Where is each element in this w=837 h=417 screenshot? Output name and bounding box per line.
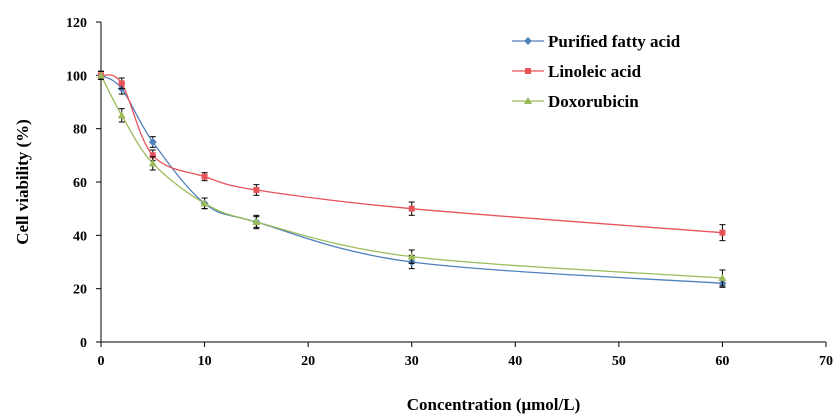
data-point [97, 71, 105, 79]
data-point [148, 138, 157, 146]
y-axis-title: Cell viability (%) [13, 119, 32, 245]
axes: 0 20 40 60 80 100 120 0 10 20 30 40 50 60 70 [66, 16, 833, 369]
y-tick-label: 120 [66, 16, 87, 31]
data-point [201, 173, 208, 180]
legend-swatch-marker [525, 68, 531, 74]
x-tick-label: 40 [508, 354, 522, 369]
y-tick-label: 100 [66, 69, 87, 84]
data-point [149, 152, 156, 159]
data-point [718, 274, 727, 281]
data-point [407, 252, 416, 260]
legend: Purified fatty acid Linoleic acid Doxorubi… [512, 32, 681, 111]
x-tick-label: 50 [612, 354, 626, 369]
legend-label: Doxorubicin [548, 92, 639, 111]
data-point [408, 205, 415, 212]
legend-label: Purified fatty acid [548, 32, 681, 51]
x-tick-label: 60 [715, 354, 729, 369]
data-point [253, 187, 260, 193]
legend-swatch-marker [524, 37, 532, 45]
y-tick-label: 80 [73, 123, 87, 138]
x-axis-title: Concentration (μmol/L) [407, 395, 580, 414]
legend-item: Purified fatty acid [512, 32, 681, 51]
x-tick-label: 0 [98, 354, 105, 369]
data-point [117, 111, 126, 119]
y-tick-label: 60 [73, 176, 87, 191]
data-point [148, 159, 157, 167]
data-point [118, 80, 125, 87]
y-tick-label: 40 [73, 229, 87, 244]
legend-swatch-marker [524, 97, 532, 104]
legend-item: Doxorubicin [512, 92, 639, 111]
y-tick-label: 20 [73, 283, 87, 298]
x-tick-label: 70 [819, 354, 833, 369]
y-tick-label: 0 [80, 336, 87, 351]
legend-label: Linoleic acid [548, 62, 642, 81]
series-line [100, 74, 723, 234]
data-point [252, 218, 261, 225]
x-tick-label: 30 [405, 354, 419, 369]
series-linoleic-acid [98, 70, 726, 242]
series-doxorubicin [97, 70, 727, 287]
series-line [100, 75, 723, 279]
data-point [200, 199, 209, 207]
data-point [719, 229, 726, 236]
legend-item: Linoleic acid [512, 62, 642, 81]
series-group [97, 70, 727, 288]
x-tick-label: 20 [301, 354, 315, 369]
x-tick-label: 10 [198, 354, 212, 369]
